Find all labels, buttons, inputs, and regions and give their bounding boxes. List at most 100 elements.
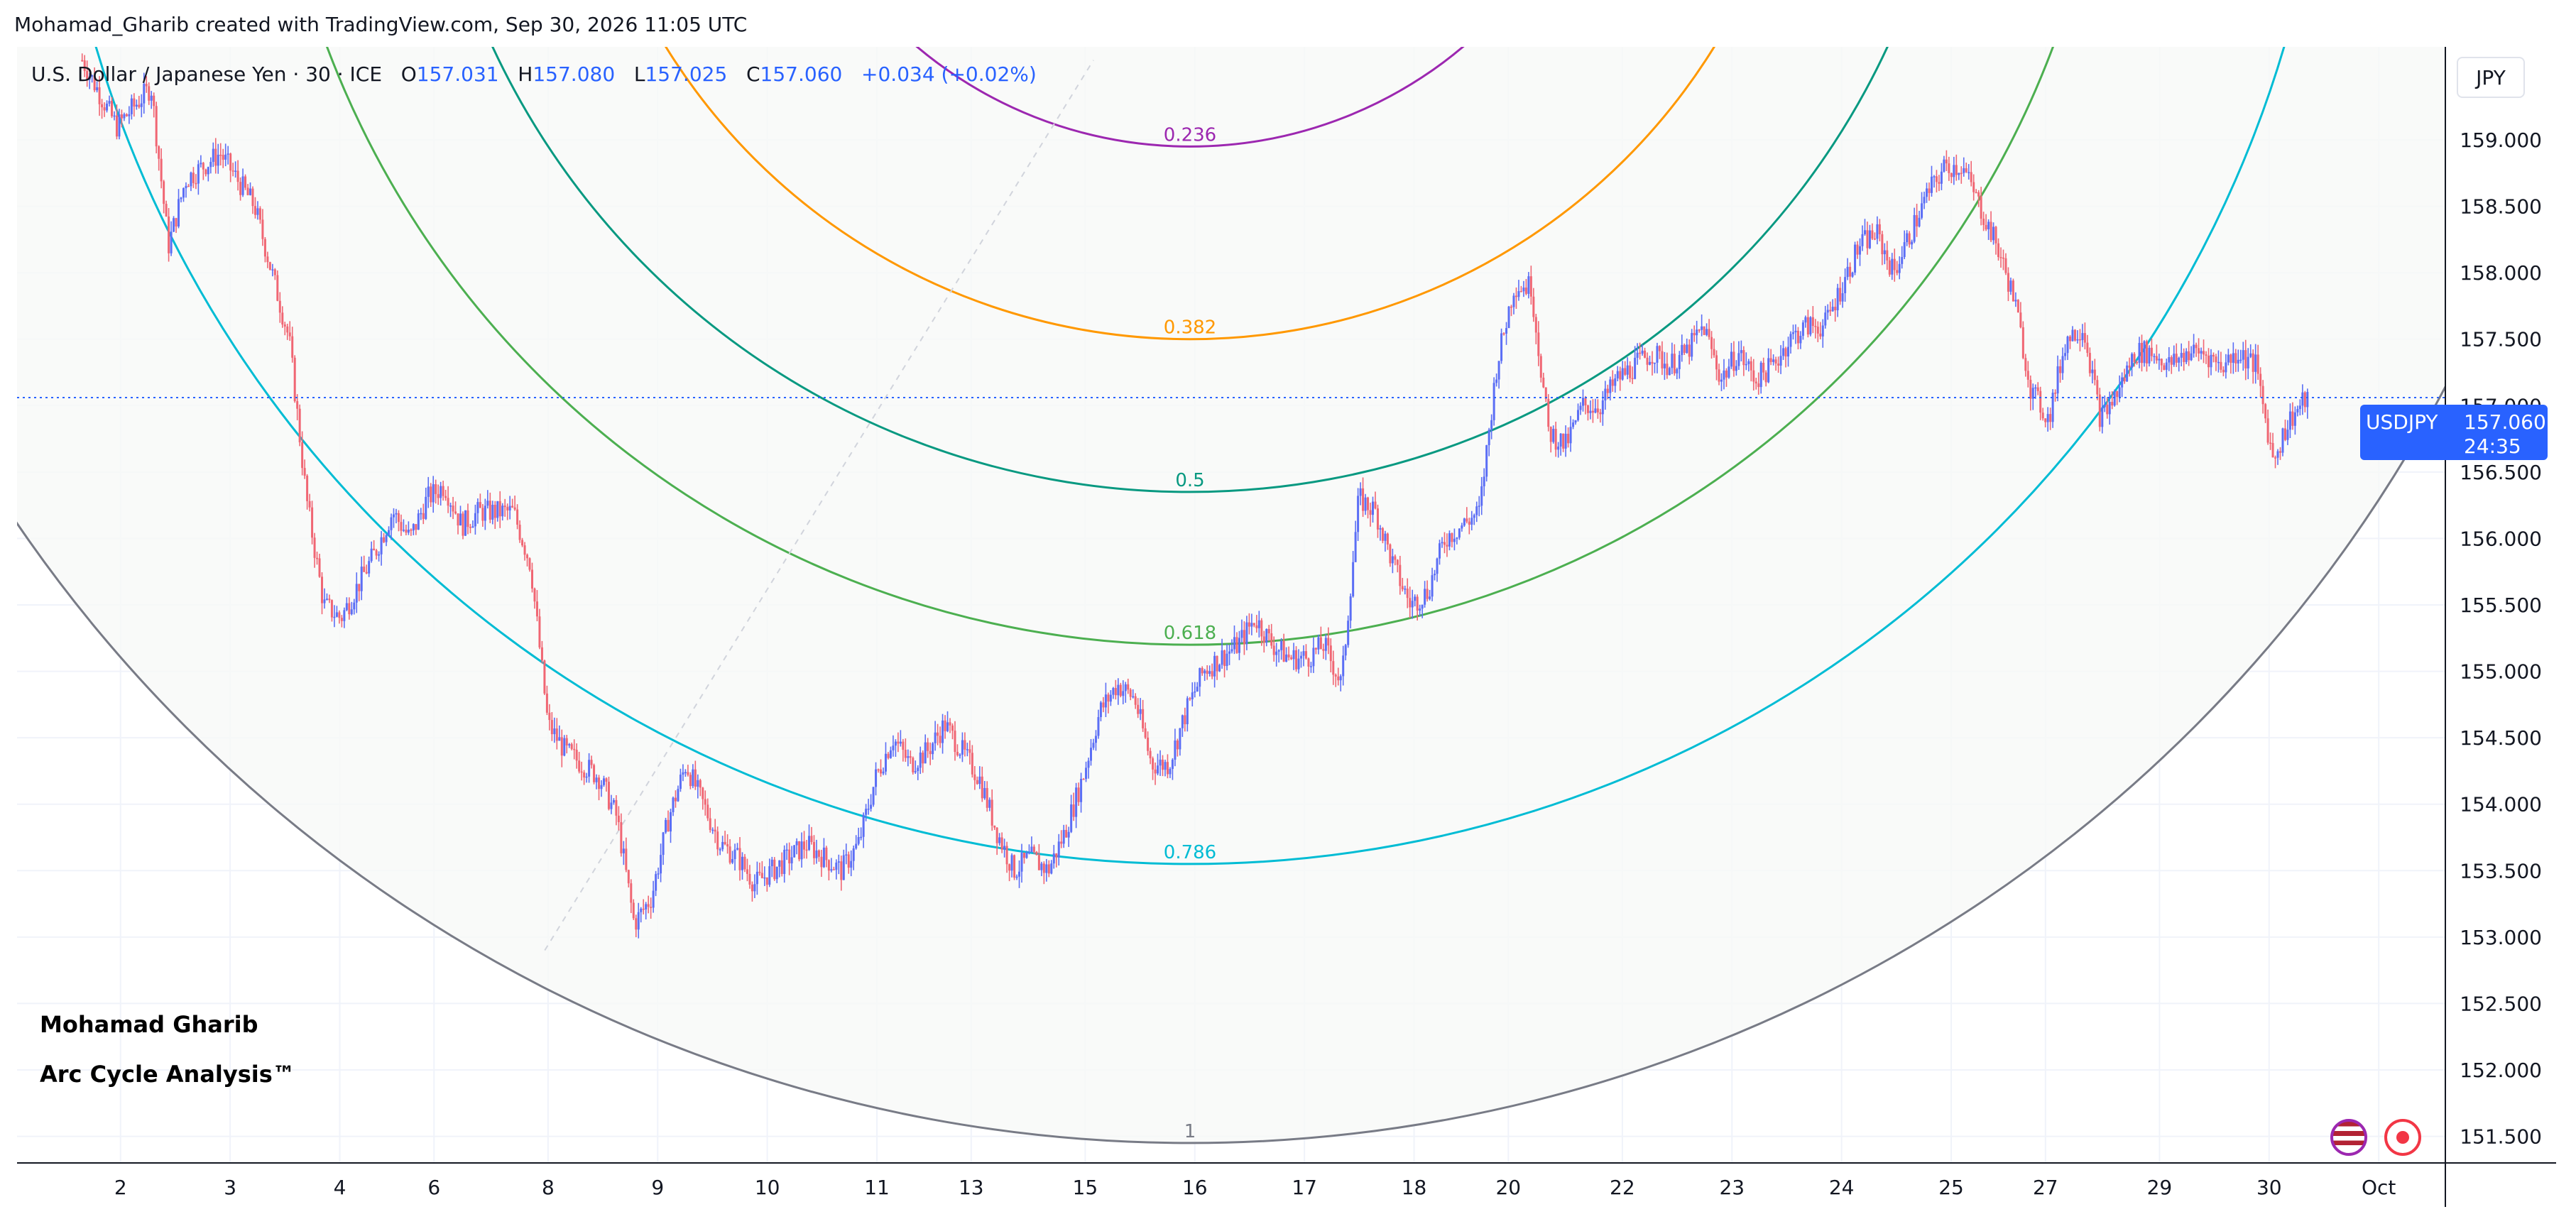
candle-body [2242, 350, 2244, 360]
candle-body [978, 776, 981, 785]
candle-body [360, 567, 363, 591]
candle-body [447, 498, 449, 506]
candle-body [308, 501, 311, 508]
candle-body [2029, 379, 2032, 399]
candle-body [207, 167, 209, 175]
candle-body [1252, 623, 1255, 625]
candle-body [432, 483, 435, 503]
candle-body [1314, 647, 1317, 650]
us-flag-icon[interactable] [2330, 1119, 2367, 1156]
x-tick-label: 29 [2147, 1176, 2173, 1199]
y-tick-label: 153.500 [2460, 859, 2542, 883]
candle-body [343, 610, 346, 621]
candle-body [1149, 750, 1152, 759]
candle-body [550, 720, 553, 735]
candle-body [1213, 655, 1216, 677]
candle-body [1287, 654, 1290, 657]
candle-body [1554, 428, 1557, 450]
candle-body [2083, 333, 2086, 343]
candle-body [430, 486, 432, 503]
record-dot [2396, 1131, 2409, 1144]
candle-body [704, 799, 706, 805]
candle-body [1821, 325, 1824, 337]
y-tick-label: 157.500 [2460, 328, 2542, 351]
candle-body [882, 771, 885, 774]
candle-body [684, 772, 687, 774]
candle-body [417, 513, 420, 530]
currency-button[interactable]: JPY [2457, 57, 2525, 98]
candle-body [1529, 276, 1532, 297]
candle-body [1332, 661, 1335, 675]
candle-body [358, 584, 361, 591]
candle-body [2111, 402, 2114, 406]
candle-body [2031, 388, 2034, 399]
candle-body [368, 561, 371, 574]
candle-body [702, 787, 704, 799]
candle-body [365, 572, 368, 574]
candle-body [1102, 702, 1105, 708]
candle-body [558, 737, 561, 741]
candle-body [130, 98, 133, 114]
candle-body [1057, 841, 1060, 858]
candle-body [1386, 533, 1389, 545]
candle-body [1352, 562, 1355, 596]
candle-body [870, 804, 873, 809]
candle-body [817, 850, 820, 857]
candle-body [258, 208, 261, 220]
candle-body [1703, 326, 1705, 335]
candle-body [355, 584, 358, 603]
candle-body [1698, 329, 1701, 331]
candle-body [1747, 361, 1750, 364]
candle-body [2298, 405, 2301, 410]
candle-body [1557, 447, 1560, 450]
candle-body [1715, 355, 1718, 370]
candle-body [1544, 387, 1547, 400]
candle-body [904, 750, 907, 758]
candle-body [251, 188, 254, 207]
candle-body [1686, 344, 1688, 354]
candle-body [1488, 430, 1490, 446]
candle-body [946, 722, 949, 731]
candle-body [1329, 645, 1332, 662]
candle-body [1816, 327, 1819, 334]
candle-body [452, 506, 454, 512]
candle-body [1300, 655, 1303, 659]
candle-body [1416, 596, 1419, 611]
candle-body [373, 548, 376, 551]
candle-body [148, 86, 151, 101]
fib-arc-label: 0.786 [1164, 842, 1216, 863]
candle-body [415, 524, 417, 530]
y-tick-label: 154.000 [2460, 793, 2542, 816]
candle-body [1391, 556, 1394, 564]
candle-body [2205, 354, 2207, 356]
candle-body [353, 602, 356, 610]
candle-body [795, 841, 798, 846]
candle-body [1060, 841, 1063, 844]
candle-body [190, 173, 192, 187]
fib-arc [491, 47, 1889, 493]
candle-body [1267, 628, 1270, 634]
candle-body [1230, 649, 1233, 652]
candle-body [1169, 769, 1172, 775]
candle-body [1379, 528, 1382, 530]
candle-body [615, 799, 618, 816]
candle-body [820, 856, 823, 868]
candle-body [1228, 651, 1231, 654]
candle-body [1609, 379, 1612, 393]
candle-body [283, 324, 286, 327]
candle-body [968, 749, 971, 753]
candle-body [719, 849, 721, 851]
candle-body [899, 741, 902, 744]
chart-attribution: Mohamad_Gharib created with TradingView.… [14, 13, 748, 36]
candle-body [1399, 564, 1402, 586]
candle-body [860, 836, 863, 838]
candle-body [115, 115, 118, 137]
record-icon[interactable] [2384, 1119, 2421, 1156]
candle-body [1238, 638, 1240, 653]
candle-body [2101, 407, 2104, 427]
candle-body [808, 836, 811, 850]
candle-body [1629, 365, 1632, 378]
candle-body [1490, 420, 1493, 430]
candle-body [665, 819, 667, 833]
